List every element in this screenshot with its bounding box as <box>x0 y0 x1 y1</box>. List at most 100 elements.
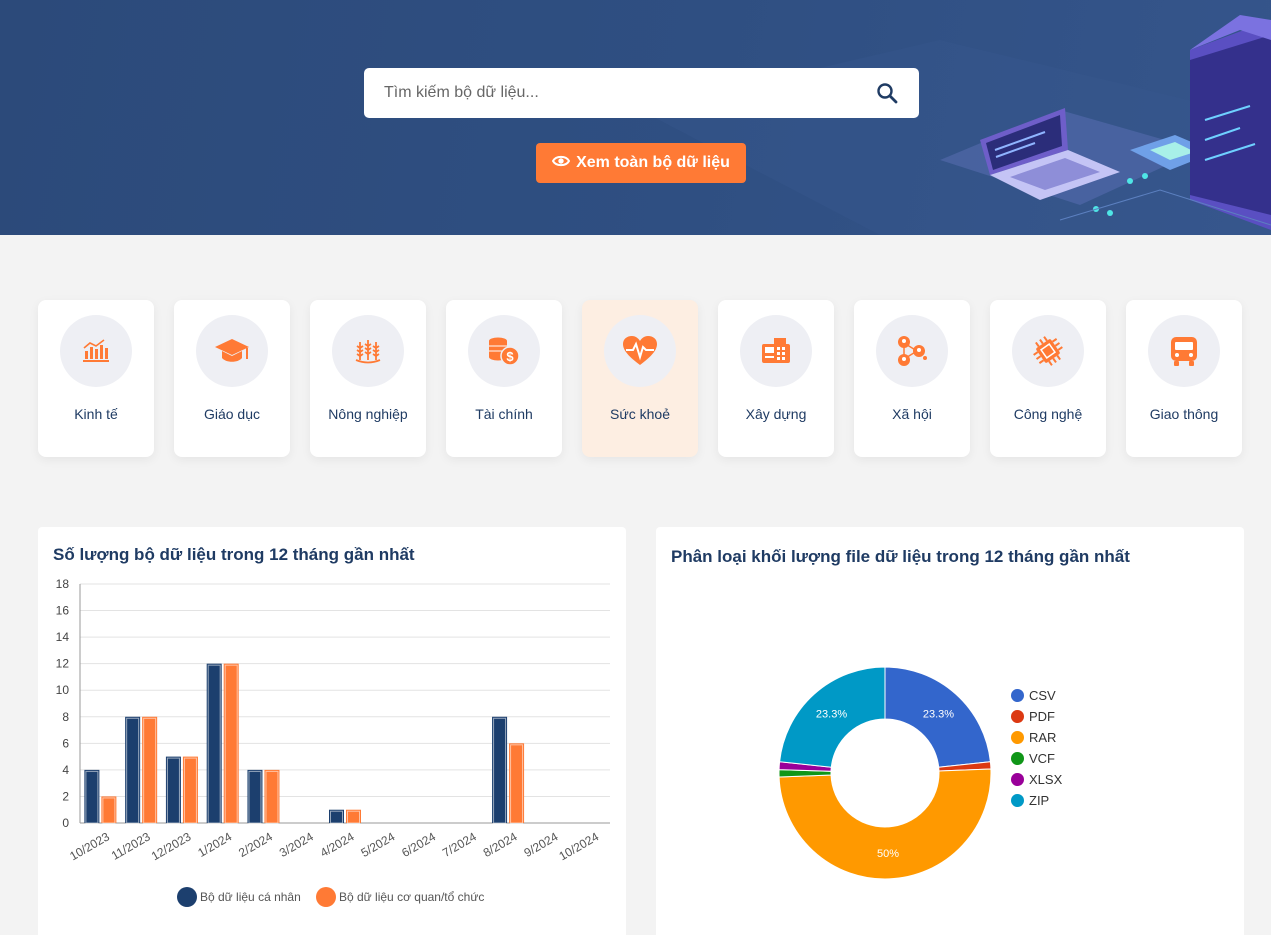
bar-inner-border <box>102 797 116 824</box>
x-tick-label: 3/2024 <box>277 829 316 860</box>
pie-legend-item[interactable]: XLSX <box>1011 769 1062 790</box>
legend-label: XLSX <box>1029 772 1063 787</box>
category-education[interactable]: Giáo dục <box>174 300 290 457</box>
pie-chart: 23.3% 50% 23.3% <box>778 666 992 880</box>
x-tick-label: 10/2023 <box>67 829 112 863</box>
graduation-cap-icon <box>215 339 249 362</box>
hero-banner: Xem toàn bộ dữ liệu <box>0 0 1271 235</box>
bar <box>346 809 361 823</box>
pie-legend-item[interactable]: PDF <box>1011 706 1062 727</box>
category-icon-circle <box>876 315 948 387</box>
heart-pulse-icon <box>623 336 657 365</box>
search-input[interactable] <box>384 84 875 102</box>
category-economy[interactable]: Kinh tế <box>38 300 154 457</box>
bar <box>247 769 263 823</box>
category-label: Giáo dục <box>203 406 261 422</box>
pie-legend-item[interactable]: ZIP <box>1011 790 1062 811</box>
y-tick-label: 4 <box>62 763 69 777</box>
x-tick-label: 9/2024 <box>522 829 561 860</box>
bar <box>142 716 158 823</box>
legend-organization[interactable]: Bộ dữ liệu cơ quan/tổ chức <box>316 887 484 907</box>
bar-inner-border <box>347 810 360 824</box>
bar <box>223 663 239 823</box>
bar <box>329 809 344 823</box>
category-icon-circle <box>1012 315 1084 387</box>
x-tick-label: 1/2024 <box>195 829 234 860</box>
category-transport[interactable]: Giao thông <box>1126 300 1242 457</box>
bar <box>101 796 117 823</box>
bus-icon <box>1171 337 1197 366</box>
bar <box>84 769 100 823</box>
category-label: Sức khoẻ <box>610 406 670 422</box>
bar <box>264 769 280 823</box>
bar-inner-border <box>224 664 238 824</box>
category-label: Xã hội <box>892 406 932 422</box>
category-agriculture[interactable]: Nông nghiệp <box>310 300 426 457</box>
category-society[interactable]: Xã hội <box>854 300 970 457</box>
legend-swatch-xlsx <box>1011 773 1024 786</box>
category-label: Nông nghiệp <box>328 406 408 422</box>
bar-inner-border <box>510 744 524 824</box>
legend-swatch-pdf <box>1011 710 1024 723</box>
bar-inner-border <box>126 717 140 824</box>
bar-inner-border <box>493 717 507 824</box>
category-label: Công nghệ <box>1013 406 1083 422</box>
legend-swatch-personal <box>177 887 197 907</box>
legend-personal[interactable]: Bộ dữ liệu cá nhân <box>177 887 301 907</box>
category-icon-circle <box>740 315 812 387</box>
bar-inner-border <box>330 810 343 824</box>
category-label: Xây dựng <box>745 406 807 422</box>
view-all-label: Xem toàn bộ dữ liệu <box>576 154 730 171</box>
view-all-data-button[interactable]: Xem toàn bộ dữ liệu <box>536 143 746 183</box>
x-tick-label: 8/2024 <box>481 829 520 860</box>
pie-legend: CSV PDF RAR VCF XLSX ZIP <box>1011 685 1062 811</box>
x-tick-label: 7/2024 <box>440 829 479 860</box>
bar-inner-border <box>207 664 221 824</box>
category-finance[interactable]: $ Tài chính <box>446 300 562 457</box>
pie-legend-item[interactable]: CSV <box>1011 685 1062 706</box>
category-icon-circle <box>1148 315 1220 387</box>
legend-label: VCF <box>1029 751 1055 766</box>
y-tick-label: 0 <box>62 816 69 830</box>
y-tick-label: 6 <box>62 736 69 750</box>
search-icon[interactable] <box>875 81 899 105</box>
bar-inner-border <box>183 757 197 824</box>
pie-slice <box>779 666 886 768</box>
bar <box>206 663 222 823</box>
search-bar <box>364 68 919 118</box>
slice-label: 23.3% <box>923 708 954 720</box>
pie-chart-title: Phân loại khối lượng file dữ liệu trong … <box>671 547 1130 566</box>
pie-chart-panel: Phân loại khối lượng file dữ liệu trong … <box>656 527 1244 935</box>
circuit-chip-icon <box>1033 336 1063 366</box>
pie-legend-item[interactable]: RAR <box>1011 727 1062 748</box>
bar <box>125 716 141 823</box>
bar-inner-border <box>143 717 157 824</box>
category-icon-circle: $ <box>468 315 540 387</box>
bar-inner-border <box>265 770 279 824</box>
legend-swatch-vcf <box>1011 752 1024 765</box>
legend-label: RAR <box>1029 730 1057 745</box>
legend-swatch-rar <box>1011 731 1024 744</box>
y-tick-label: 14 <box>56 630 70 644</box>
y-tick-label: 10 <box>56 683 70 697</box>
category-health[interactable]: Sức khoẻ <box>582 300 698 457</box>
legend-label: Bộ dữ liệu cá nhân <box>200 890 301 904</box>
slice-label: 23.3% <box>816 708 847 720</box>
y-tick-label: 18 <box>56 577 70 591</box>
legend-label: PDF <box>1029 709 1055 724</box>
category-construction[interactable]: Xây dựng <box>718 300 834 457</box>
bar-chart-panel: Số lượng bộ dữ liệu trong 12 tháng gần n… <box>38 527 626 935</box>
cash-register-icon <box>762 338 790 363</box>
pie-slice <box>884 666 991 768</box>
x-tick-label: 10/2024 <box>557 829 602 863</box>
bar-chart-title: Số lượng bộ dữ liệu trong 12 tháng gần n… <box>53 545 415 564</box>
y-tick-label: 12 <box>56 657 70 671</box>
economy-chart-icon <box>83 339 109 362</box>
category-icon-circle <box>604 315 676 387</box>
bar <box>509 743 525 823</box>
category-label: Kinh tế <box>74 406 118 422</box>
category-technology[interactable]: Công nghệ <box>990 300 1106 457</box>
pie-legend-item[interactable]: VCF <box>1011 748 1062 769</box>
wheat-icon <box>355 340 381 364</box>
